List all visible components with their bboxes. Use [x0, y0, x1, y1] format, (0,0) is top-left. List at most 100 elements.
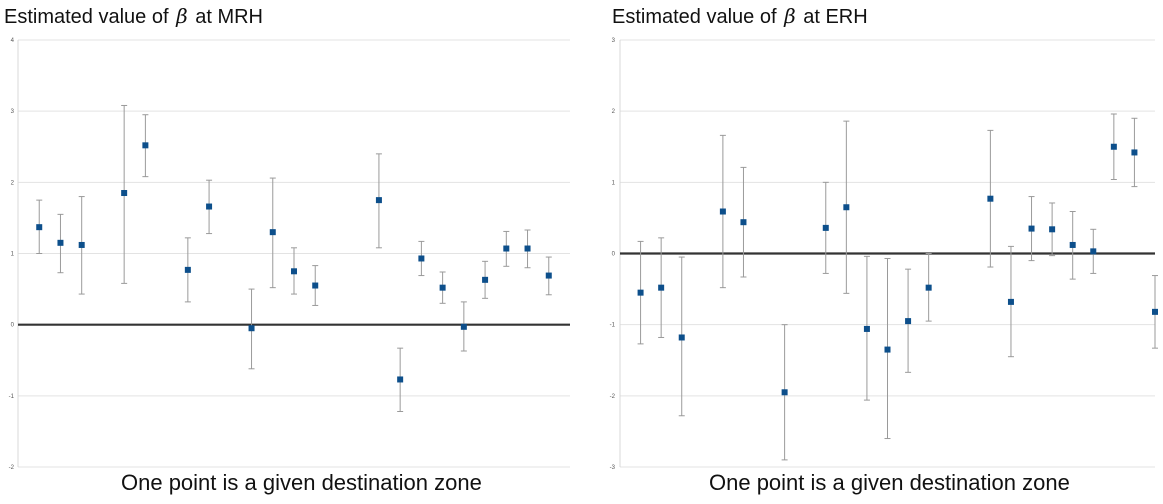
chart-title-mrh-prefix: Estimated value of: [4, 6, 169, 28]
mrh-data-point: [418, 240, 425, 277]
mrh-marker: [142, 142, 149, 149]
erh-data-point: [719, 134, 726, 289]
chart-erh-plot: -3 -2 -1 0 1 2 3: [610, 38, 1158, 470]
mrh-marker: [545, 272, 552, 279]
erh-data-point: [884, 257, 891, 440]
mrh-marker: [291, 268, 297, 275]
chart-title-mrh-suffix: at MRH: [195, 6, 264, 28]
erh-data-point: [1110, 113, 1117, 180]
mrh-data-point: [545, 256, 552, 296]
erh-y-tick-label: 3: [612, 38, 616, 44]
erh-marker: [1152, 308, 1158, 315]
erh-marker: [884, 346, 891, 353]
mrh-marker: [57, 239, 64, 246]
mrh-marker: [524, 245, 531, 252]
mrh-data-point: [375, 153, 382, 249]
chart-title-mrh: Estimated value of β at MRH: [4, 4, 263, 29]
chart-title-erh: Estimated value of β at ERH: [612, 4, 868, 29]
erh-data-point: [740, 166, 747, 278]
mrh-data-point: [248, 288, 255, 370]
mrh-marker: [36, 224, 43, 231]
mrh-data-point: [184, 237, 191, 303]
erh-marker: [1110, 143, 1117, 150]
mrh-data-point: [439, 271, 446, 304]
erh-marker: [1090, 248, 1097, 255]
mrh-data-point: [57, 213, 64, 274]
mrh-data-point: [36, 199, 43, 254]
erh-data-point: [843, 120, 850, 294]
chart-panel-erh: -3 -2 -1 0 1 2 3 Estimated value of β at ERH O…: [592, 0, 1163, 504]
erh-marker: [1007, 298, 1014, 305]
chart-caption-mrh: One point is a given destination zone: [121, 470, 482, 495]
mrh-marker: [269, 229, 276, 236]
mrh-data-point: [312, 265, 319, 306]
erh-marker: [1028, 225, 1035, 232]
mrh-data-point: [142, 114, 149, 178]
erh-marker: [925, 284, 932, 291]
mrh-marker: [375, 197, 382, 204]
mrh-y-tick-label: 3: [11, 109, 15, 115]
mrh-y-tick-label: 1: [11, 252, 15, 258]
mrh-data-point: [460, 301, 467, 352]
mrh-data-point: [78, 196, 85, 295]
erh-data-point: [1007, 245, 1014, 358]
erh-data-point: [987, 129, 994, 268]
erh-data-point: [925, 253, 932, 322]
erh-marker: [987, 195, 994, 202]
mrh-marker: [121, 190, 128, 197]
erh-marker: [1131, 149, 1138, 156]
mrh-y-tick-label: -2: [9, 465, 15, 470]
mrh-marker: [503, 245, 510, 252]
erh-data-point: [1028, 196, 1035, 262]
chart-panel-mrh: -2 -1 0 1 2 3 4 Estimated value of β at MRH On…: [0, 0, 580, 504]
erh-data-point: [637, 240, 644, 345]
erh-y-tick-label: 2: [612, 109, 616, 115]
erh-marker: [719, 208, 726, 215]
mrh-y-tick-label: -1: [9, 394, 15, 400]
mrh-data-point: [269, 177, 276, 289]
erh-marker: [781, 389, 788, 396]
mrh-data-point: [291, 247, 297, 295]
erh-data-point: [905, 268, 912, 373]
erh-marker: [863, 325, 870, 332]
mrh-y-tick-label: 2: [11, 180, 15, 186]
erh-data-point: [658, 237, 665, 338]
erh-y-tick-label: -2: [610, 394, 616, 400]
erh-y-tick-label: 1: [612, 180, 616, 186]
erh-data-point: [781, 324, 788, 461]
mrh-data-point: [524, 229, 531, 269]
mrh-data-point: [503, 230, 510, 267]
mrh-marker: [248, 325, 255, 332]
erh-data-point: [1049, 202, 1056, 257]
erh-data-point: [1131, 117, 1138, 188]
mrh-y-tick-label: 0: [11, 323, 15, 329]
chart-caption-erh: One point is a given destination zone: [709, 470, 1070, 495]
mrh-marker: [482, 276, 489, 283]
erh-data-point: [863, 255, 870, 401]
chart-title-erh-suffix: at ERH: [803, 6, 868, 28]
mrh-marker: [206, 203, 213, 210]
erh-data-point: [1069, 211, 1076, 280]
erh-data-point: [1152, 275, 1158, 349]
erh-y-tick-label: -3: [610, 465, 616, 470]
chart-title-mrh-symbol: β: [176, 4, 188, 28]
chart-title-erh-symbol: β: [784, 4, 796, 28]
chart-mrh-plot: -2 -1 0 1 2 3 4: [9, 38, 570, 470]
mrh-marker: [78, 241, 85, 248]
mrh-data-point: [206, 179, 213, 235]
erh-data-point: [678, 256, 685, 417]
chart-title-erh-prefix: Estimated value of: [612, 6, 777, 28]
erh-marker: [637, 289, 644, 296]
erh-marker: [1069, 241, 1076, 248]
erh-marker: [822, 224, 829, 231]
erh-data-point: [822, 181, 829, 274]
mrh-marker: [184, 266, 191, 273]
mrh-data-point: [121, 104, 128, 284]
erh-marker: [905, 318, 912, 325]
mrh-marker: [460, 323, 467, 330]
mrh-marker: [397, 376, 404, 383]
erh-data-point: [1090, 228, 1097, 274]
mrh-marker: [312, 282, 319, 289]
mrh-data-point: [482, 260, 489, 299]
erh-marker: [658, 284, 665, 291]
